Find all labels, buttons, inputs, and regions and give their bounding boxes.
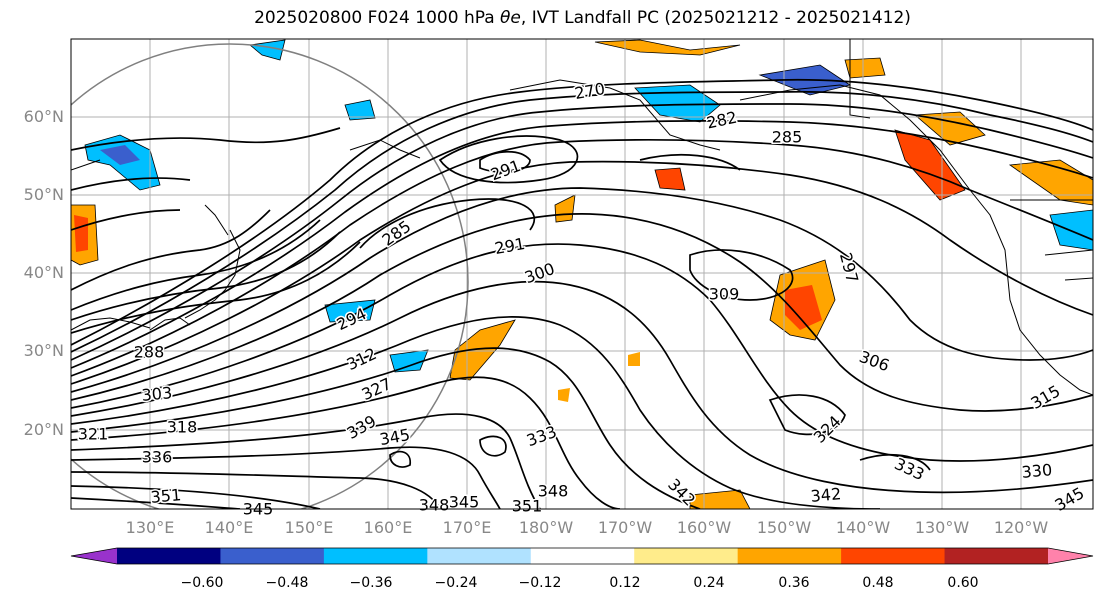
title-symbol: θe bbox=[500, 8, 521, 28]
lon-label-170e: 170°E bbox=[442, 518, 492, 537]
contour-label: 285 bbox=[772, 128, 803, 147]
contour-label: 291 bbox=[493, 234, 526, 258]
lat-label-30n: 30°N bbox=[23, 341, 64, 360]
contour-label: 303 bbox=[141, 383, 173, 405]
lat-label-20n: 20°N bbox=[23, 420, 64, 439]
theta-e-contours bbox=[71, 78, 1093, 509]
lon-label-150w: 150°W bbox=[756, 518, 812, 537]
colorbar-tick: 0.60 bbox=[947, 575, 979, 591]
contour-label: 345 bbox=[1052, 483, 1088, 515]
colorbar-tick: −0.24 bbox=[434, 575, 478, 591]
orange-shade-region bbox=[594, 39, 741, 56]
contour-label: 345 bbox=[449, 493, 480, 512]
contour-label: 282 bbox=[705, 108, 739, 133]
orange-shade-region bbox=[913, 111, 986, 146]
colorbar-segment bbox=[737, 548, 842, 564]
colorbar-tick: −0.36 bbox=[349, 575, 393, 591]
lon-label-140e: 140°E bbox=[204, 518, 254, 537]
contour-label: 330 bbox=[1021, 460, 1053, 482]
orange-shade-region bbox=[785, 285, 822, 330]
contour-label: 285 bbox=[378, 217, 414, 250]
colorbar bbox=[70, 547, 1094, 565]
colorbar-tick: 0.48 bbox=[862, 575, 894, 591]
orange-shade-region bbox=[554, 194, 576, 223]
orange-shade-region bbox=[628, 352, 640, 366]
colorbar-segment bbox=[634, 548, 739, 564]
contour-label: 309 bbox=[709, 285, 740, 304]
colorbar-extend-low bbox=[71, 548, 117, 564]
blue-shade-region bbox=[324, 299, 376, 323]
blue-shade-region bbox=[1049, 209, 1093, 251]
colorbar-segment bbox=[944, 548, 1049, 564]
contour-label: 291 bbox=[488, 156, 523, 184]
coastlines bbox=[71, 39, 1093, 396]
contour-label: 288 bbox=[134, 343, 165, 362]
contour-label: 351 bbox=[150, 485, 182, 507]
blue-shade-region bbox=[634, 84, 721, 123]
contour-label: 270 bbox=[573, 79, 606, 103]
lon-label-170w: 170°W bbox=[597, 518, 653, 537]
colorbar-segment bbox=[220, 548, 325, 564]
contour-label: 345 bbox=[378, 425, 411, 449]
lon-label-130w: 130°W bbox=[914, 518, 970, 537]
orange-shade-region bbox=[74, 215, 88, 252]
contour-label: 333 bbox=[524, 422, 559, 450]
colorbar-segment bbox=[323, 548, 428, 564]
orange-shade-region bbox=[654, 167, 686, 191]
contour-label: 339 bbox=[344, 411, 380, 443]
blue-shade-region bbox=[100, 145, 140, 165]
lon-label-120w: 120°W bbox=[993, 518, 1049, 537]
contour-label: 342 bbox=[810, 484, 842, 506]
lat-label-40n: 40°N bbox=[23, 263, 64, 282]
contour-label: 336 bbox=[142, 448, 173, 467]
orange-shade-region bbox=[844, 57, 886, 79]
title-prefix: 2025020800 F024 1000 hPa bbox=[254, 8, 501, 28]
contour-label: 297 bbox=[836, 251, 862, 285]
lon-label-160w: 160°W bbox=[676, 518, 732, 537]
gridlines bbox=[71, 39, 1093, 509]
colorbar-tick: 0.24 bbox=[693, 575, 725, 591]
colorbar-tick: −0.48 bbox=[265, 575, 309, 591]
colorbar-tick: 0.36 bbox=[778, 575, 810, 591]
lon-label-140w: 140°W bbox=[835, 518, 891, 537]
orange-shade-region bbox=[689, 489, 751, 509]
colorbar-tick: −0.12 bbox=[518, 575, 562, 591]
colorbar-segment bbox=[427, 548, 532, 564]
blue-shade-region bbox=[344, 99, 376, 121]
colorbar-outline bbox=[70, 547, 1094, 565]
colorbar-segment bbox=[117, 548, 221, 564]
contour-label: 312 bbox=[344, 344, 380, 374]
lat-label-60n: 60°N bbox=[23, 107, 64, 126]
contour-label: 348 bbox=[538, 482, 569, 501]
orange-shade-region bbox=[449, 319, 516, 381]
colorbar-extend-high bbox=[1048, 548, 1093, 564]
lat-label-50n: 50°N bbox=[23, 185, 64, 204]
colorbar-segment bbox=[841, 548, 946, 564]
shading-layer bbox=[71, 39, 1093, 509]
contour-label: 321 bbox=[78, 425, 109, 444]
blue-shade-region bbox=[389, 349, 429, 373]
map-title: 2025020800 F024 1000 hPa θe, IVT Landfal… bbox=[0, 8, 1105, 28]
title-suffix: , IVT Landfall PC (2025021212 - 20250214… bbox=[520, 8, 911, 28]
colorbar-segment bbox=[530, 548, 635, 564]
colorbar-tick: −0.60 bbox=[180, 575, 224, 591]
orange-shade-region bbox=[558, 388, 570, 402]
lon-label-160e: 160°E bbox=[363, 518, 413, 537]
orange-shade-region bbox=[1008, 159, 1093, 206]
lon-label-180w: 180°W bbox=[518, 518, 574, 537]
contour-label: 348 bbox=[419, 496, 450, 515]
plot-frame bbox=[70, 38, 1094, 510]
contour-label: 351 bbox=[512, 497, 543, 516]
reference-circle bbox=[71, 43, 469, 509]
plot-area bbox=[71, 39, 1093, 509]
contour-label: 318 bbox=[167, 418, 198, 437]
lon-label-130e: 130°E bbox=[125, 518, 175, 537]
lon-label-150e: 150°E bbox=[284, 518, 334, 537]
colorbar-tick: 0.12 bbox=[609, 575, 641, 591]
